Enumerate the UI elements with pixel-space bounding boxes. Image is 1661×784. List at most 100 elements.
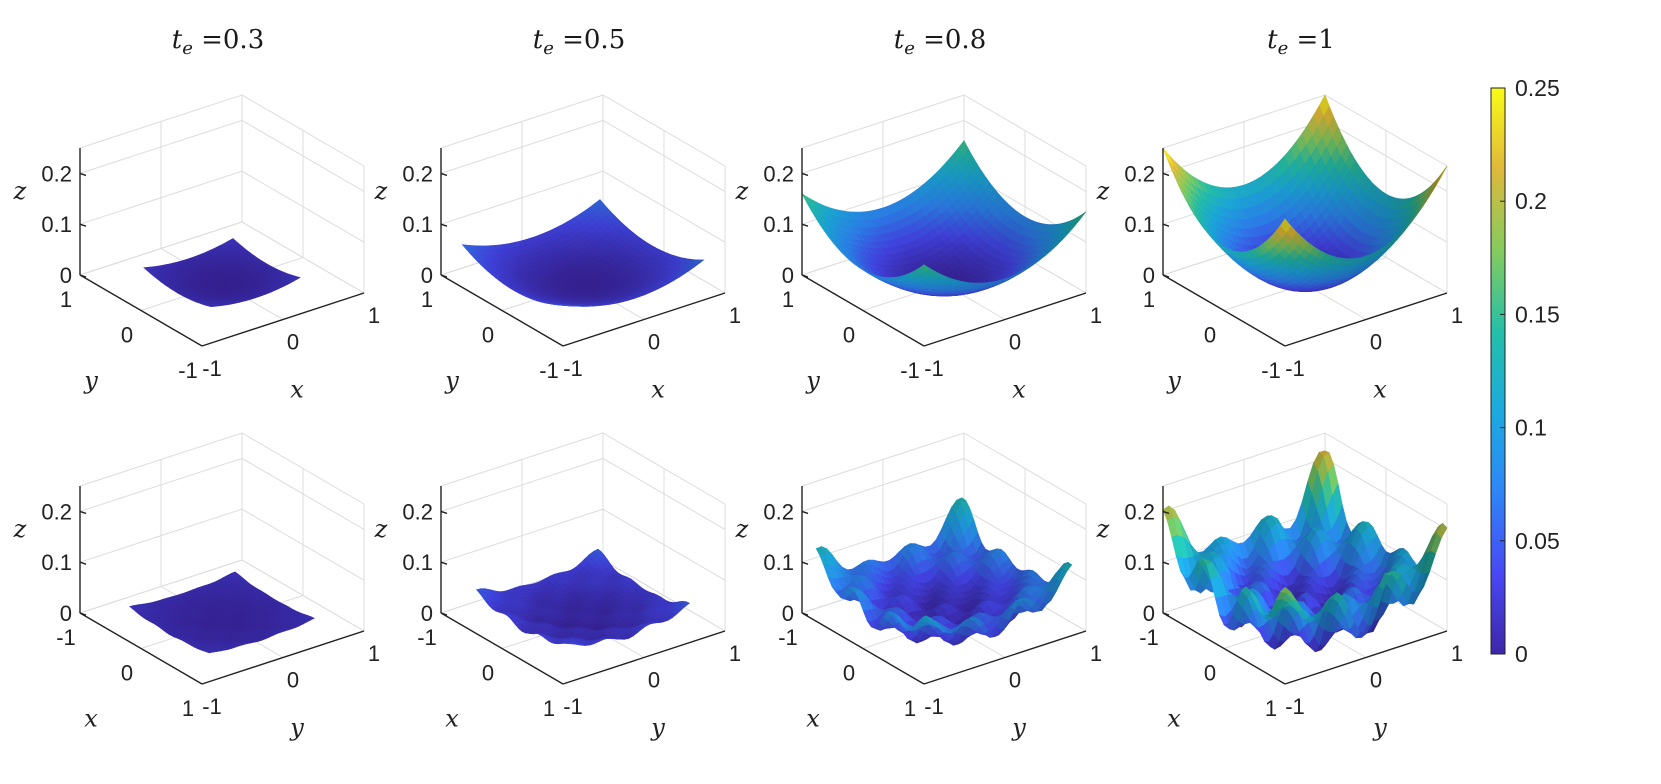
left-tick-label: -1	[178, 358, 198, 383]
panel-title: te =1	[1267, 25, 1335, 59]
surface-patch	[208, 305, 215, 308]
front-left-axis-label: y	[83, 367, 98, 395]
left-tick-label: 0	[482, 323, 494, 348]
z-axis-label: z	[374, 177, 388, 205]
z-tick-label: 0	[782, 263, 794, 288]
surface	[801, 140, 1087, 297]
left-tick-label: 0	[482, 661, 494, 686]
left-tick-label: 1	[543, 696, 555, 721]
grid-line	[440, 119, 726, 192]
front-right-axis-label: x	[290, 376, 304, 404]
right-tick-label: -1	[1285, 356, 1305, 381]
front-left-axis-label: y	[444, 367, 459, 395]
z-tick-mark	[440, 510, 448, 515]
right-tick-label: 1	[368, 303, 380, 328]
z-axis-label: z	[13, 177, 27, 205]
left-tick-label: 0	[121, 661, 133, 686]
right-axis-line	[923, 292, 1087, 347]
right-tick-label: 1	[729, 641, 741, 666]
front-left-axis-label: x	[84, 705, 98, 733]
left-tick-label: -1	[900, 358, 920, 383]
right-tick-label: 1	[1451, 303, 1463, 328]
z-tick-mark	[79, 561, 87, 565]
surface-patch	[1162, 147, 1174, 167]
z-tick-label: 0.2	[402, 161, 433, 186]
front-right-axis-label: x	[1373, 376, 1387, 404]
left-tick-label: -1	[1261, 358, 1281, 383]
right-tick-label: 0	[1370, 330, 1382, 355]
surface	[143, 238, 301, 308]
right-tick-label: 1	[1090, 303, 1102, 328]
left-axis-line	[1162, 274, 1286, 347]
z-tick-mark	[801, 274, 809, 278]
left-tick-label: -1	[539, 358, 559, 383]
z-tick-mark	[1162, 223, 1170, 227]
front-right-axis-label: x	[1012, 376, 1026, 404]
z-tick-mark	[79, 274, 87, 278]
z-tick-label: 0.2	[41, 161, 72, 186]
z-tick-label: 0.1	[41, 212, 72, 237]
front-left-axis-label: y	[805, 367, 820, 395]
z-tick-mark	[440, 172, 448, 177]
z-tick-mark	[440, 612, 448, 616]
front-left-axis-label: x	[445, 705, 459, 733]
surface	[475, 548, 691, 646]
z-tick-label: 0	[60, 601, 72, 626]
right-axis-line	[201, 292, 365, 347]
panel-title: te =0.5	[533, 25, 626, 59]
right-tick-label: 0	[1009, 330, 1021, 355]
right-tick-label: 0	[648, 668, 660, 693]
z-tick-label: 0.1	[1124, 212, 1155, 237]
panel-title: te =0.8	[894, 25, 987, 59]
grid-lines	[440, 432, 726, 685]
surface	[129, 571, 315, 654]
grid-line	[440, 432, 726, 505]
z-tick-label: 0.2	[402, 499, 433, 524]
surface	[1162, 94, 1448, 293]
z-tick-mark	[1162, 274, 1170, 278]
right-tick-label: 0	[287, 668, 299, 693]
grid-line	[79, 432, 365, 505]
z-axis-label: z	[1096, 177, 1110, 205]
z-tick-mark	[1162, 172, 1170, 177]
z-tick-mark	[79, 510, 87, 515]
grid-line	[79, 170, 365, 243]
right-tick-label: -1	[202, 356, 222, 381]
z-tick-label: 0	[1143, 263, 1155, 288]
z-tick-label: 0.1	[41, 550, 72, 575]
grid-line	[801, 432, 1087, 505]
grid-line	[801, 457, 1087, 530]
grid-line	[801, 94, 1087, 167]
left-tick-label: 1	[782, 287, 794, 312]
z-axis-label: z	[13, 515, 27, 543]
z-tick-label: 0	[421, 601, 433, 626]
grid-line	[79, 508, 365, 581]
right-tick-label: -1	[202, 694, 222, 719]
z-tick-label: 0.1	[763, 212, 794, 237]
z-tick-label: 0	[60, 263, 72, 288]
grid-line	[440, 457, 726, 530]
left-tick-label: 1	[1143, 287, 1155, 312]
grid-lines	[79, 94, 365, 347]
z-tick-label: 0.1	[402, 550, 433, 575]
grid-line	[440, 170, 726, 243]
grid-line	[440, 94, 726, 167]
left-tick-label: 0	[843, 323, 855, 348]
z-tick-mark	[801, 223, 809, 227]
left-tick-label: 0	[1204, 323, 1216, 348]
z-axis-label: z	[735, 177, 749, 205]
panel-title: te =0.3	[172, 25, 265, 59]
grid-line	[79, 119, 365, 192]
z-tick-mark	[440, 223, 448, 227]
right-tick-label: 0	[287, 330, 299, 355]
z-tick-mark	[440, 274, 448, 278]
z-tick-label: 0.2	[1124, 161, 1155, 186]
